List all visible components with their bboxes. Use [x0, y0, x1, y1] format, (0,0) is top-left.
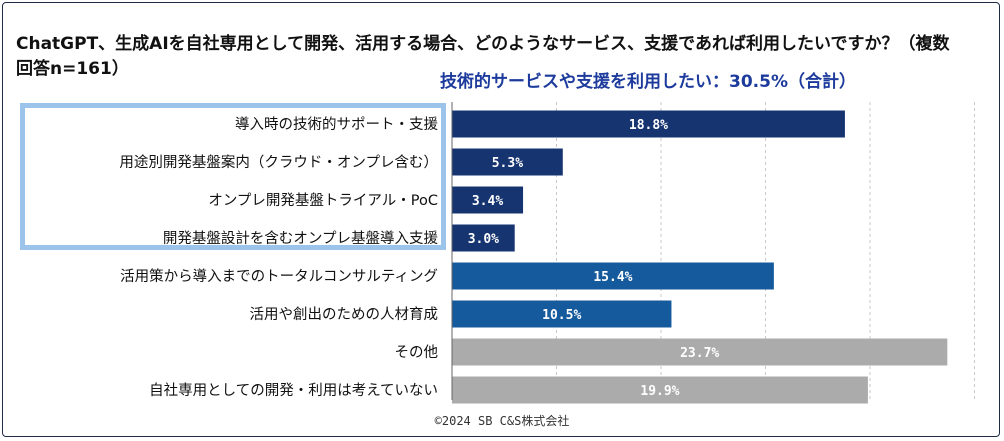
- value-label: 3.4%: [472, 194, 503, 209]
- category-label: その他: [395, 344, 439, 361]
- category-label: オンプレ開発基盤トライアル・PoC: [208, 192, 438, 209]
- bar: [452, 262, 774, 290]
- chart-title: ChatGPT、生成AIを自社専用として開発、活用する場合、どのようなサービス、…: [16, 34, 950, 79]
- value-label: 10.5%: [542, 308, 581, 323]
- bar: [452, 338, 948, 366]
- category-label: 開発基盤設計を含むオンプレ基盤導入支援: [163, 230, 439, 247]
- value-label: 19.9%: [640, 384, 679, 399]
- bar: [452, 186, 524, 214]
- bar: [452, 224, 515, 252]
- value-label: 23.7%: [680, 346, 719, 361]
- bar: [452, 300, 672, 328]
- category-label: 活用や創出のための人材育成: [250, 306, 439, 323]
- bar: [452, 376, 868, 404]
- chart-subtitle: 技術的サービスや支援を利用したい：30.5%（合計）: [440, 72, 856, 92]
- value-label: 5.3%: [492, 156, 523, 171]
- category-label: 導入時の技術的サポート・支援: [235, 116, 438, 133]
- bar: [452, 110, 845, 138]
- bar: [452, 148, 563, 176]
- category-label: 自社専用としての開発・利用は考えていない: [149, 382, 438, 399]
- category-label: 用途別開発基盤案内（クラウド・オンプレ含む）: [119, 153, 438, 171]
- category-label: 活用策から導入までのトータルコンサルティング: [120, 268, 438, 285]
- value-label: 18.8%: [629, 118, 668, 133]
- copyright-text: ©2024 SB C&S株式会社: [434, 414, 570, 428]
- value-label: 3.0%: [468, 232, 499, 247]
- value-label: 15.4%: [593, 270, 632, 285]
- highlight-box: [20, 103, 446, 250]
